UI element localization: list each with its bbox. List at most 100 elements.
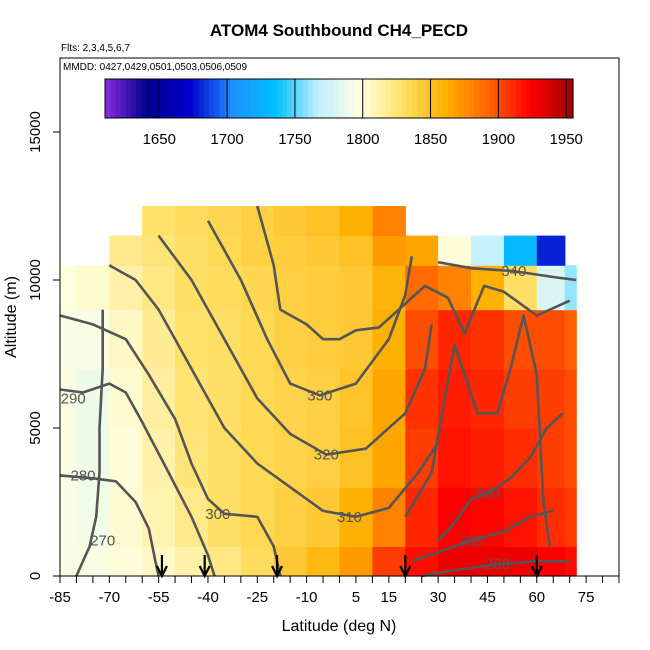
contour-label: 290 bbox=[61, 390, 86, 407]
colorbar-swatch bbox=[245, 79, 252, 118]
heat-cell bbox=[471, 309, 505, 370]
heat-cell bbox=[372, 235, 406, 266]
heat-cell bbox=[142, 206, 176, 237]
heat-cell bbox=[471, 235, 505, 266]
heat-cell bbox=[60, 546, 77, 577]
colorbar-swatch bbox=[469, 79, 475, 118]
colorbar-swatch bbox=[183, 79, 189, 118]
colorbar-swatch bbox=[240, 79, 246, 118]
x-tick-label: -55 bbox=[148, 589, 170, 606]
colorbar-swatch bbox=[302, 79, 309, 118]
heat-cell bbox=[273, 309, 308, 370]
contour-label: 340 bbox=[501, 263, 526, 280]
x-tick-label: -40 bbox=[197, 589, 219, 606]
contour-label: 300 bbox=[475, 485, 500, 502]
heat-cell bbox=[273, 368, 308, 429]
contour-label: 320 bbox=[314, 447, 339, 464]
heat-cell bbox=[109, 235, 143, 266]
heat-cell bbox=[240, 265, 275, 311]
heat-cell bbox=[208, 368, 242, 429]
heat-cell bbox=[60, 368, 77, 429]
colorbar-swatch bbox=[375, 79, 382, 118]
colorbar-swatch bbox=[177, 79, 184, 118]
colorbar-swatch bbox=[261, 79, 267, 118]
contour-line bbox=[157, 234, 433, 456]
heat-cell bbox=[438, 309, 472, 370]
contour-label: 300 bbox=[205, 506, 230, 523]
colorbar: 1650 1700 1750 1800 1850 1900 1950 bbox=[104, 78, 583, 148]
contour-line bbox=[75, 309, 104, 577]
heat-cell bbox=[306, 428, 341, 488]
colorbar-swatch bbox=[125, 79, 132, 118]
heat-cell bbox=[60, 265, 77, 311]
colorbar-swatch bbox=[531, 79, 538, 118]
colorbar-swatch bbox=[385, 79, 392, 118]
contour-line bbox=[437, 412, 564, 542]
heat-cell bbox=[76, 368, 110, 429]
colorbar-swatch bbox=[510, 79, 517, 118]
x-tick-label: 75 bbox=[578, 589, 595, 606]
heat-cell bbox=[273, 487, 308, 547]
colorbar-swatch bbox=[297, 79, 304, 118]
heat-cell bbox=[503, 309, 538, 370]
colorbar-swatch bbox=[281, 79, 288, 118]
colorbar-swatch bbox=[172, 79, 179, 118]
contour-line bbox=[437, 260, 577, 282]
colorbar-swatch bbox=[110, 79, 116, 118]
colorbar-swatch bbox=[458, 79, 465, 118]
heat-cell bbox=[109, 428, 143, 488]
heat-cell bbox=[76, 487, 110, 547]
x-tick-label: 5 bbox=[352, 589, 360, 606]
colorbar-swatch bbox=[229, 79, 236, 118]
heat-cell bbox=[76, 265, 110, 311]
contour-label: 280 bbox=[485, 556, 510, 573]
heat-cell bbox=[339, 309, 373, 370]
heat-cell bbox=[339, 206, 373, 237]
heat-cell bbox=[471, 368, 505, 429]
y-tick-label: 15000 bbox=[27, 111, 44, 153]
colorbar-swatch bbox=[557, 79, 564, 118]
contour-label: 270 bbox=[90, 533, 115, 550]
colorbar-swatch bbox=[339, 79, 345, 118]
colorbar-swatch bbox=[448, 79, 454, 118]
heat-cell bbox=[471, 428, 505, 488]
colorbar-swatch bbox=[318, 79, 324, 118]
heat-cell bbox=[564, 428, 577, 488]
colorbar-swatch bbox=[209, 79, 215, 118]
heat-cell bbox=[76, 309, 110, 370]
heatmap-layer bbox=[60, 206, 577, 577]
heat-cell bbox=[372, 206, 406, 237]
colorbar-swatch bbox=[141, 79, 148, 118]
heat-cell bbox=[438, 235, 472, 266]
colorbar-swatch bbox=[344, 79, 350, 118]
heat-cell bbox=[438, 265, 472, 311]
heat-cell bbox=[536, 235, 566, 266]
heat-cell bbox=[306, 487, 341, 547]
x-tick-label: -70 bbox=[98, 589, 120, 606]
colorbar-swatch bbox=[432, 79, 439, 118]
heat-cell bbox=[142, 309, 176, 370]
heat-cell bbox=[175, 309, 209, 370]
heat-cell bbox=[109, 487, 143, 547]
chart-title: ATOM4 Southbound CH4_PECD bbox=[210, 21, 468, 40]
colorbar-swatch bbox=[271, 79, 278, 118]
heat-cell bbox=[536, 368, 566, 429]
colorbar-swatch bbox=[323, 79, 330, 118]
heat-cell bbox=[240, 546, 275, 577]
x-tick-label: 30 bbox=[430, 589, 447, 606]
dates-note: MMDD: 0427,0429,0501,0503,0506,0509 bbox=[63, 62, 247, 73]
contour-label: 290 bbox=[458, 533, 483, 550]
flights-note: Flts: 2,3,4,5,6,7 bbox=[61, 43, 130, 54]
heat-cell bbox=[564, 309, 577, 370]
heat-cell bbox=[405, 546, 439, 577]
heat-cell bbox=[372, 368, 406, 429]
colorbar-swatch bbox=[443, 79, 449, 118]
heat-cell bbox=[536, 265, 566, 311]
heat-cell bbox=[240, 428, 275, 488]
colorbar-swatch bbox=[131, 79, 137, 118]
heat-cell bbox=[306, 546, 341, 577]
heat-cell bbox=[109, 265, 143, 311]
colorbar-swatch bbox=[567, 79, 574, 118]
